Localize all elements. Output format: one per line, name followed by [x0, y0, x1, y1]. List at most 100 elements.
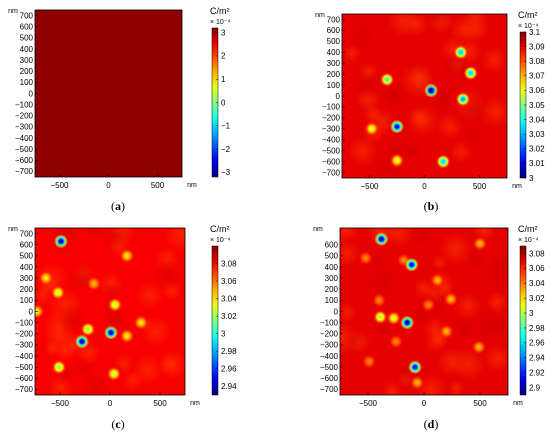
y-tick-label: −200 [15, 330, 34, 339]
y-tick-label: −300 [15, 341, 34, 350]
field-variation [151, 258, 184, 291]
field-variation [340, 240, 360, 267]
y-tick-label: 700 [327, 15, 341, 24]
colorbar: 3.1 3.09 3.08 3.07 3.06 3.05 3.04 3.03 3.02 3.01 3… [518, 10, 545, 183]
defect-point [81, 322, 95, 336]
y-tick-label: 600 [327, 26, 341, 35]
defect-point [104, 326, 118, 340]
panel-caption: (c) [111, 417, 124, 431]
x-tick-label: 500 [473, 182, 487, 191]
colorbar-tick-label: 2 [221, 52, 226, 61]
y-tick-label: −100 [320, 318, 339, 327]
panel-caption: (b) [424, 199, 439, 213]
colorbar-gradient [211, 245, 219, 396]
x-tick-label: 0 [108, 399, 113, 408]
y-tick-label: −300 [320, 341, 339, 350]
y-axis: 700 600 500 400 300 200 100 0 −100 −200 −300 −400 −5… [8, 226, 38, 394]
defect-point [120, 329, 134, 343]
y-tick-label: −400 [320, 352, 339, 361]
field-variation [490, 317, 508, 337]
defect-point [374, 232, 388, 246]
colorbar-tick-label: 3.06 [529, 264, 545, 273]
y-axis: 700 600 500 400 300 200 100 0 −100 −200 −300 −400 −5… [8, 8, 38, 176]
colorbar-tick-label: 3.04 [529, 115, 545, 124]
y-tick-label: 600 [20, 241, 34, 250]
colorbar: 3 2 1 0 −1 −2 −3 C/m² × 10⁻⁴ [210, 6, 231, 178]
defect-point [473, 237, 487, 251]
y-axis-unit: nm [8, 226, 18, 233]
defect-point [400, 316, 414, 330]
defect-point [107, 367, 121, 381]
colorbar-tick-label: 3 [529, 309, 534, 318]
field-variation [135, 280, 165, 310]
defect-point [120, 249, 134, 263]
colorbar-title: C/m² [210, 6, 230, 16]
field-variation [454, 292, 482, 321]
colorbar: 3.08 3.06 3.04 3.02 3 2.98 2.96 2.94 2.92 2.9 C/m²… [518, 224, 545, 396]
panel-a: 7006005004003002001000−100−200−300−400−5… [8, 6, 231, 213]
colorbar-tick-label: 3.06 [221, 277, 237, 286]
y-axis-unit: nm [8, 8, 18, 15]
field-variation [485, 291, 508, 314]
x-axis: −500 0 500 nm [359, 392, 523, 408]
defect-point [430, 273, 444, 287]
x-tick-label: 0 [422, 182, 427, 191]
y-tick-label: −100 [15, 100, 34, 109]
y-tick-label: 0 [29, 307, 34, 316]
y-tick-label: −500 [322, 146, 341, 155]
field-variation [449, 15, 478, 44]
field-variation [480, 45, 507, 74]
field-variation [81, 371, 113, 395]
y-tick-label: 0 [29, 89, 34, 98]
y-axis-unit: nm [313, 226, 323, 233]
colorbar-tick-label: 3 [221, 329, 226, 338]
y-tick-label: −400 [15, 134, 34, 143]
defect-point [373, 310, 387, 324]
defect-point [39, 271, 53, 285]
field-variation [463, 123, 485, 145]
defect-point [454, 45, 468, 59]
defect-point [387, 311, 401, 325]
defect-point [134, 316, 148, 330]
x-axis: −500 0 500 nm [51, 392, 200, 408]
heatmap-field [35, 228, 185, 395]
defect-point [464, 66, 478, 80]
y-tick-label: −500 [320, 363, 339, 372]
x-axis-unit: nm [512, 183, 522, 190]
field-variation [348, 22, 376, 49]
field-variation [451, 347, 486, 382]
field-variation [101, 228, 129, 251]
field-variation [436, 113, 463, 140]
y-tick-label: 300 [327, 59, 341, 68]
colorbar-tick-label: 0 [221, 98, 226, 107]
y-axis: 600 500 400 300 200 100 0 −100 −200 −300 −400 −500 −… [313, 226, 343, 394]
defect-point [380, 73, 394, 87]
y-tick-label: −400 [322, 136, 341, 145]
field-variation [367, 266, 400, 299]
x-tick-label: 500 [151, 181, 165, 190]
defect-point [472, 340, 486, 354]
field-variation [354, 70, 384, 100]
x-axis-unit: nm [513, 400, 523, 407]
defect-point [362, 355, 376, 369]
colorbar-tick-label: 3.08 [529, 249, 545, 258]
defect-point [372, 293, 386, 307]
colorbar-multiplier: × 10⁻⁴ [518, 237, 539, 244]
x-axis-unit: nm [190, 400, 200, 407]
defect-point [390, 154, 404, 168]
field-variation [482, 256, 508, 291]
colorbar-tick-label: 3.04 [529, 279, 545, 288]
colorbar-tick-label: 3 [529, 174, 534, 183]
x-tick-label: 0 [422, 399, 427, 408]
colorbar-tick-label: 3.08 [221, 259, 237, 268]
colorbar-tick-label: 2.98 [221, 347, 237, 356]
defect-point [390, 120, 404, 134]
y-tick-label: −600 [322, 157, 341, 166]
defect-point [456, 92, 470, 106]
field-variation [83, 228, 105, 240]
defect-point [421, 298, 435, 312]
y-tick-label: 200 [325, 285, 339, 294]
x-tick-label: 500 [153, 399, 167, 408]
colorbar-tick-label: 2.9 [529, 383, 541, 392]
y-tick-label: 400 [20, 45, 34, 54]
